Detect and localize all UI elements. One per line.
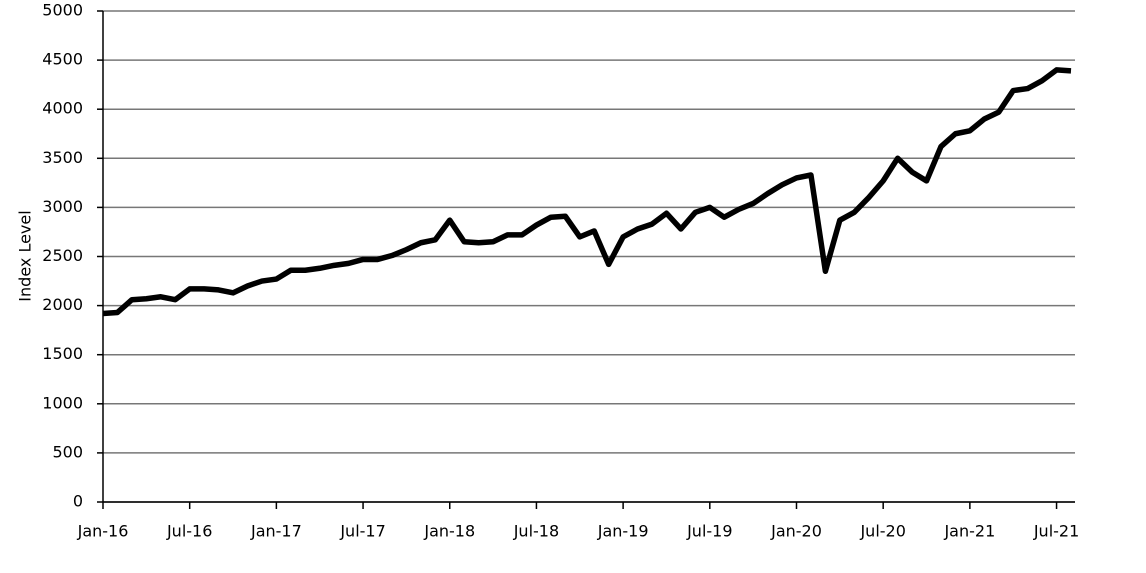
x-tick-label: Jan-20	[770, 522, 822, 541]
x-tick-label: Jul-16	[166, 522, 212, 541]
y-tick-label: 3500	[42, 148, 83, 167]
y-tick-label: 1000	[42, 393, 83, 412]
y-tick-label: 3000	[42, 197, 83, 216]
y-tick-label: 2000	[42, 295, 83, 314]
y-tick-label: 0	[73, 492, 83, 511]
x-tick-label: Jul-17	[339, 522, 385, 541]
x-tick-label: Jan-18	[423, 522, 475, 541]
x-tick-label: Jul-19	[686, 522, 732, 541]
data-line	[102, 67, 1072, 317]
y-tick-label: 4500	[42, 50, 83, 69]
x-tick-label: Jul-21	[1033, 522, 1079, 541]
y-axis-label: Index Level	[16, 210, 35, 301]
x-tick-label: Jan-21	[943, 522, 995, 541]
y-tick-label: 500	[52, 442, 83, 461]
y-tick-label: 1500	[42, 344, 83, 363]
y-tick-label: 2500	[42, 246, 83, 265]
x-tick-label: Jan-16	[77, 522, 129, 541]
y-tick-label: 5000	[42, 1, 83, 20]
x-tick-label: Jan-17	[250, 522, 302, 541]
x-tick-label: Jul-18	[513, 522, 559, 541]
y-tick-label: 4000	[42, 99, 83, 118]
x-tick-label: Jul-20	[859, 522, 905, 541]
x-tick-label: Jan-19	[597, 522, 649, 541]
